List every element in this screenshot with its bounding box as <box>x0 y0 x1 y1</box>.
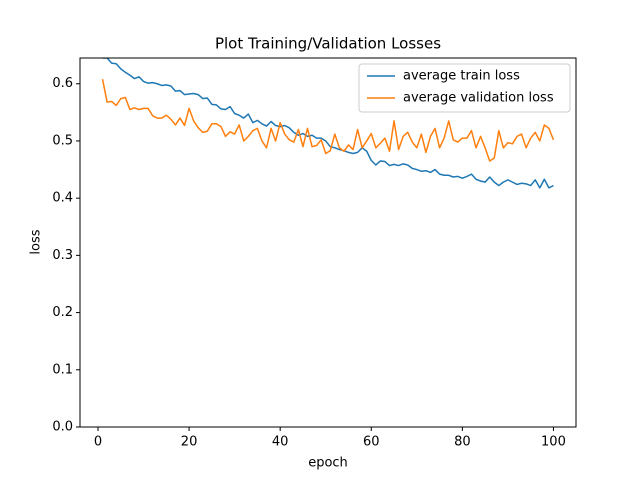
x-tick-label: 40 <box>272 435 289 450</box>
x-tick-label: 20 <box>181 435 198 450</box>
y-tick-label: 0.2 <box>52 305 73 320</box>
x-tick-label: 80 <box>454 435 471 450</box>
series-line <box>101 79 555 162</box>
x-axis-label: epoch <box>308 456 348 471</box>
y-tick-label: 0.0 <box>52 420 73 435</box>
series-line <box>102 58 554 189</box>
y-tick-label: 0.4 <box>52 191 73 206</box>
x-tick-label: 100 <box>541 435 566 450</box>
plot-frame <box>79 57 577 428</box>
y-tick-label: 0.3 <box>52 248 73 263</box>
legend-label: average train loss <box>403 69 520 84</box>
x-tick-label: 0 <box>94 435 102 450</box>
legend-label: average validation loss <box>403 91 554 106</box>
chart-title: Plot Training/Validation Losses <box>215 35 441 53</box>
y-axis-label: loss <box>29 229 44 254</box>
plot-lines <box>101 58 555 189</box>
y-tick-label: 0.6 <box>52 76 73 91</box>
legend-box <box>358 63 571 113</box>
y-tick-label: 0.5 <box>52 133 73 148</box>
x-tick-label: 60 <box>363 435 380 450</box>
y-tick-label: 0.1 <box>52 362 73 377</box>
